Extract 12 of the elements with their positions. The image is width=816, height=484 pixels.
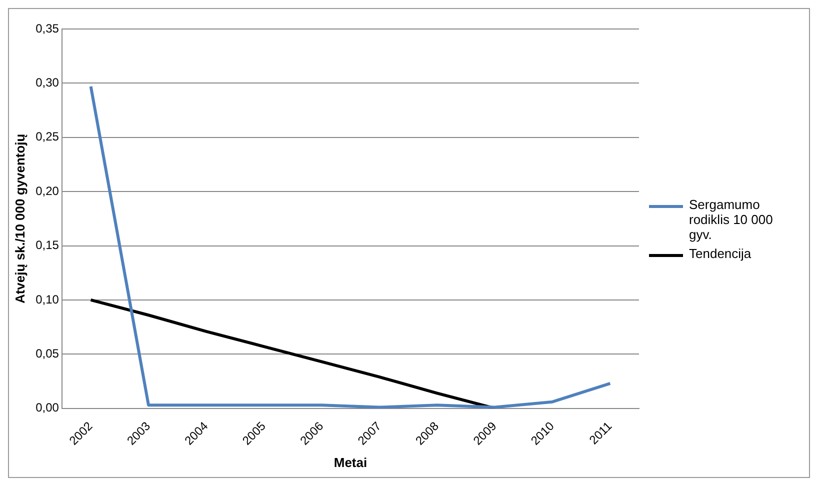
- y-tick-label: 0,25: [36, 130, 60, 144]
- y-tick-label: 0,30: [36, 76, 60, 90]
- y-tick-label: 0,00: [36, 400, 60, 415]
- legend-label: Sergamumo rodiklis 10 000 gyv.: [689, 197, 774, 242]
- y-tick-label: 0,10: [36, 292, 60, 306]
- y-tick-label: 0,05: [36, 346, 60, 360]
- y-tick-label: 0,35: [36, 21, 60, 36]
- y-tick-label: 0,20: [36, 184, 60, 198]
- legend-label: Tendencija: [689, 246, 752, 261]
- y-axis-title: Atvejų sk./10 000 gyventojų: [12, 134, 28, 304]
- y-tick-label: 0,15: [36, 238, 60, 252]
- x-axis-title: Metai: [334, 454, 368, 470]
